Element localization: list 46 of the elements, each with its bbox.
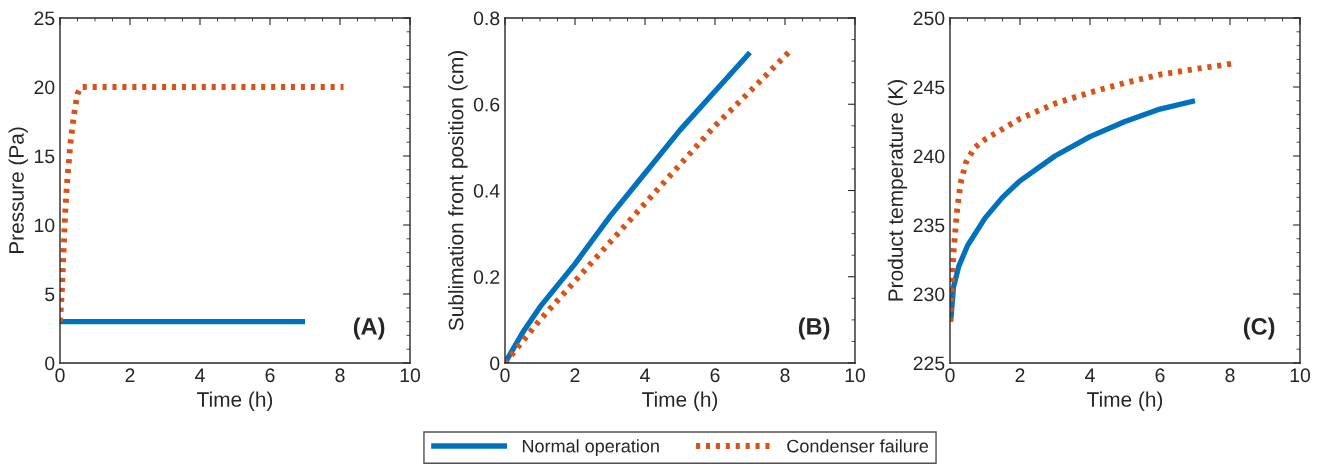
y-axis-title: Pressure (Pa) xyxy=(8,127,28,254)
y-tick-label: 10 xyxy=(35,218,55,233)
x-tick-label: 10 xyxy=(845,368,866,383)
y-tick-label: 245 xyxy=(913,80,945,95)
y-tick-label: 0.6 xyxy=(473,97,500,112)
legend-label: Condenser failure xyxy=(787,439,929,453)
x-tick-label: 6 xyxy=(710,368,720,383)
y-axis-title: Sublimation front position (cm) xyxy=(448,51,468,331)
y-tick-label: 5 xyxy=(45,287,55,302)
y-tick-label: 240 xyxy=(913,149,945,164)
y-tick-label: 225 xyxy=(913,356,945,371)
x-tick-label: 8 xyxy=(335,368,345,383)
y-axis-title: Product temperature (K) xyxy=(887,80,908,301)
y-tick-label: 20 xyxy=(34,80,55,95)
y-tick-label: 235 xyxy=(913,218,945,233)
y-tick-label: 25 xyxy=(34,11,55,26)
x-tick-label: 0 xyxy=(55,368,65,383)
annotation: (C) xyxy=(1243,317,1275,340)
x-tick-label: 8 xyxy=(780,368,790,383)
x-tick-label: 0 xyxy=(500,368,510,383)
y-tick-label: 0 xyxy=(45,356,55,371)
y-tick-label: 0.4 xyxy=(473,183,500,198)
x-tick-label: 0 xyxy=(945,368,955,383)
x-tick-label: 2 xyxy=(125,368,135,382)
y-tick-label: 250 xyxy=(913,11,945,26)
x-tick-label: 2 xyxy=(1015,368,1025,382)
x-tick-label: 4 xyxy=(1085,368,1095,382)
x-axis-title: Time (h) xyxy=(642,391,718,411)
x-tick-label: 4 xyxy=(640,368,650,382)
annotation: (B) xyxy=(798,317,830,340)
annotation: (A) xyxy=(353,317,385,340)
x-tick-label: 6 xyxy=(265,368,275,383)
x-axis-title: Time (h) xyxy=(197,391,273,411)
y-tick-label: 230 xyxy=(913,287,945,302)
x-tick-label: 2 xyxy=(570,368,580,382)
y-tick-label: 0.2 xyxy=(473,270,500,284)
y-tick-label: 0 xyxy=(490,356,500,371)
y-tick-label: 0.8 xyxy=(473,11,500,26)
x-tick-label: 10 xyxy=(1290,368,1311,383)
y-tick-label: 15 xyxy=(35,149,55,164)
x-tick-label: 10 xyxy=(400,368,421,383)
x-axis-title: Time (h) xyxy=(1087,391,1163,411)
x-tick-label: 6 xyxy=(1155,368,1165,383)
x-tick-label: 4 xyxy=(195,368,205,382)
x-tick-label: 8 xyxy=(1225,368,1235,383)
legend-label: Normal operation xyxy=(522,439,659,457)
